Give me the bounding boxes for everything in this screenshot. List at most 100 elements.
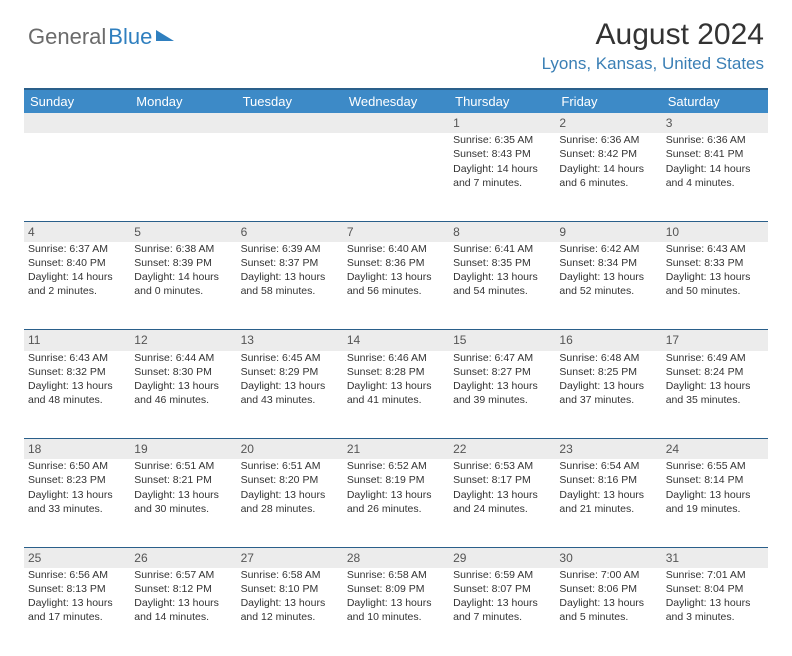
daylight-text: Daylight: 13 hours and 19 minutes. <box>666 488 764 516</box>
sunset-text: Sunset: 8:40 PM <box>28 256 126 270</box>
day-header: Friday <box>555 89 661 113</box>
sunrise-text: Sunrise: 6:56 AM <box>28 568 126 582</box>
day-number-cell: 7 <box>343 221 449 242</box>
day-number-cell: 25 <box>24 547 130 568</box>
sunset-text: Sunset: 8:28 PM <box>347 365 445 379</box>
day-number-cell: 12 <box>130 330 236 351</box>
sunset-text: Sunset: 8:13 PM <box>28 582 126 596</box>
day-detail-row: Sunrise: 6:35 AMSunset: 8:43 PMDaylight:… <box>24 133 768 221</box>
day-number-cell: 10 <box>662 221 768 242</box>
day-number-cell: 5 <box>130 221 236 242</box>
sunrise-text: Sunrise: 6:35 AM <box>453 133 551 147</box>
day-header: Wednesday <box>343 89 449 113</box>
daylight-text: Daylight: 14 hours and 6 minutes. <box>559 162 657 190</box>
day-detail-cell: Sunrise: 6:45 AMSunset: 8:29 PMDaylight:… <box>237 351 343 439</box>
day-detail-cell: Sunrise: 6:35 AMSunset: 8:43 PMDaylight:… <box>449 133 555 221</box>
day-detail-cell: Sunrise: 6:43 AMSunset: 8:32 PMDaylight:… <box>24 351 130 439</box>
day-detail-cell: Sunrise: 6:49 AMSunset: 8:24 PMDaylight:… <box>662 351 768 439</box>
sunset-text: Sunset: 8:29 PM <box>241 365 339 379</box>
day-number-cell: 23 <box>555 439 661 460</box>
daylight-text: Daylight: 13 hours and 37 minutes. <box>559 379 657 407</box>
day-number-cell: 30 <box>555 547 661 568</box>
logo-triangle-icon <box>156 30 174 41</box>
sunrise-text: Sunrise: 6:43 AM <box>666 242 764 256</box>
day-detail-cell: Sunrise: 6:54 AMSunset: 8:16 PMDaylight:… <box>555 459 661 547</box>
sunrise-text: Sunrise: 6:55 AM <box>666 459 764 473</box>
location-text: Lyons, Kansas, United States <box>542 54 764 74</box>
day-number-row: 45678910 <box>24 221 768 242</box>
daylight-text: Daylight: 13 hours and 14 minutes. <box>134 596 232 624</box>
daylight-text: Daylight: 14 hours and 4 minutes. <box>666 162 764 190</box>
day-number-cell: 17 <box>662 330 768 351</box>
sunset-text: Sunset: 8:20 PM <box>241 473 339 487</box>
day-header: Sunday <box>24 89 130 113</box>
day-number-row: 25262728293031 <box>24 547 768 568</box>
day-number-cell: 22 <box>449 439 555 460</box>
sunrise-text: Sunrise: 6:45 AM <box>241 351 339 365</box>
sunset-text: Sunset: 8:07 PM <box>453 582 551 596</box>
sunrise-text: Sunrise: 6:40 AM <box>347 242 445 256</box>
sunset-text: Sunset: 8:25 PM <box>559 365 657 379</box>
daylight-text: Daylight: 14 hours and 7 minutes. <box>453 162 551 190</box>
daylight-text: Daylight: 13 hours and 24 minutes. <box>453 488 551 516</box>
page-header: GeneralBlue August 2024 Lyons, Kansas, U… <box>0 0 792 80</box>
day-detail-cell: Sunrise: 6:38 AMSunset: 8:39 PMDaylight:… <box>130 242 236 330</box>
day-detail-cell: Sunrise: 6:51 AMSunset: 8:21 PMDaylight:… <box>130 459 236 547</box>
day-number-cell: 24 <box>662 439 768 460</box>
sunset-text: Sunset: 8:27 PM <box>453 365 551 379</box>
daylight-text: Daylight: 13 hours and 48 minutes. <box>28 379 126 407</box>
sunset-text: Sunset: 8:34 PM <box>559 256 657 270</box>
sunset-text: Sunset: 8:35 PM <box>453 256 551 270</box>
sunset-text: Sunset: 8:42 PM <box>559 147 657 161</box>
day-number-cell: 20 <box>237 439 343 460</box>
day-number-cell: 29 <box>449 547 555 568</box>
sunset-text: Sunset: 8:21 PM <box>134 473 232 487</box>
sunrise-text: Sunrise: 6:36 AM <box>666 133 764 147</box>
sunrise-text: Sunrise: 6:48 AM <box>559 351 657 365</box>
sunrise-text: Sunrise: 6:51 AM <box>134 459 232 473</box>
day-number-cell <box>24 113 130 133</box>
day-header: Thursday <box>449 89 555 113</box>
sunset-text: Sunset: 8:16 PM <box>559 473 657 487</box>
sunrise-text: Sunrise: 6:49 AM <box>666 351 764 365</box>
day-number-cell: 28 <box>343 547 449 568</box>
day-detail-cell: Sunrise: 6:39 AMSunset: 8:37 PMDaylight:… <box>237 242 343 330</box>
sunrise-text: Sunrise: 6:52 AM <box>347 459 445 473</box>
day-number-cell: 15 <box>449 330 555 351</box>
title-block: August 2024 Lyons, Kansas, United States <box>542 18 764 74</box>
sunset-text: Sunset: 8:23 PM <box>28 473 126 487</box>
day-detail-cell <box>343 133 449 221</box>
day-number-cell: 8 <box>449 221 555 242</box>
daylight-text: Daylight: 13 hours and 3 minutes. <box>666 596 764 624</box>
sunset-text: Sunset: 8:19 PM <box>347 473 445 487</box>
day-header: Saturday <box>662 89 768 113</box>
daylight-text: Daylight: 13 hours and 17 minutes. <box>28 596 126 624</box>
daylight-text: Daylight: 13 hours and 52 minutes. <box>559 270 657 298</box>
daylight-text: Daylight: 13 hours and 35 minutes. <box>666 379 764 407</box>
day-detail-cell: Sunrise: 6:44 AMSunset: 8:30 PMDaylight:… <box>130 351 236 439</box>
calendar-table: SundayMondayTuesdayWednesdayThursdayFrid… <box>24 88 768 656</box>
sunset-text: Sunset: 8:43 PM <box>453 147 551 161</box>
daylight-text: Daylight: 14 hours and 0 minutes. <box>134 270 232 298</box>
daylight-text: Daylight: 13 hours and 26 minutes. <box>347 488 445 516</box>
day-number-cell: 19 <box>130 439 236 460</box>
day-header-row: SundayMondayTuesdayWednesdayThursdayFrid… <box>24 89 768 113</box>
sunset-text: Sunset: 8:36 PM <box>347 256 445 270</box>
day-detail-cell: Sunrise: 6:41 AMSunset: 8:35 PMDaylight:… <box>449 242 555 330</box>
sunset-text: Sunset: 8:37 PM <box>241 256 339 270</box>
day-number-cell: 6 <box>237 221 343 242</box>
day-detail-row: Sunrise: 6:43 AMSunset: 8:32 PMDaylight:… <box>24 351 768 439</box>
day-detail-cell: Sunrise: 6:43 AMSunset: 8:33 PMDaylight:… <box>662 242 768 330</box>
sunrise-text: Sunrise: 6:46 AM <box>347 351 445 365</box>
sunrise-text: Sunrise: 7:00 AM <box>559 568 657 582</box>
sunset-text: Sunset: 8:10 PM <box>241 582 339 596</box>
logo-text-2: Blue <box>108 24 152 50</box>
sunrise-text: Sunrise: 6:42 AM <box>559 242 657 256</box>
day-detail-cell: Sunrise: 6:50 AMSunset: 8:23 PMDaylight:… <box>24 459 130 547</box>
day-number-cell: 9 <box>555 221 661 242</box>
daylight-text: Daylight: 13 hours and 10 minutes. <box>347 596 445 624</box>
daylight-text: Daylight: 13 hours and 43 minutes. <box>241 379 339 407</box>
sunrise-text: Sunrise: 6:44 AM <box>134 351 232 365</box>
day-header: Tuesday <box>237 89 343 113</box>
day-number-cell <box>237 113 343 133</box>
